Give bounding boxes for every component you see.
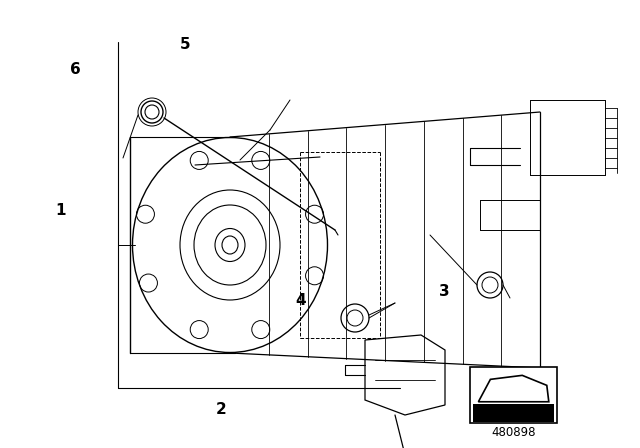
Text: 4: 4 — [296, 293, 306, 308]
Text: 2: 2 — [216, 402, 226, 418]
Text: 480898: 480898 — [491, 426, 536, 439]
Text: 3: 3 — [440, 284, 450, 299]
Text: 6: 6 — [70, 62, 81, 77]
Bar — [470, 367, 557, 423]
Bar — [474, 404, 554, 422]
Polygon shape — [479, 375, 548, 402]
Text: 1: 1 — [56, 203, 66, 218]
Text: 5: 5 — [180, 37, 191, 52]
